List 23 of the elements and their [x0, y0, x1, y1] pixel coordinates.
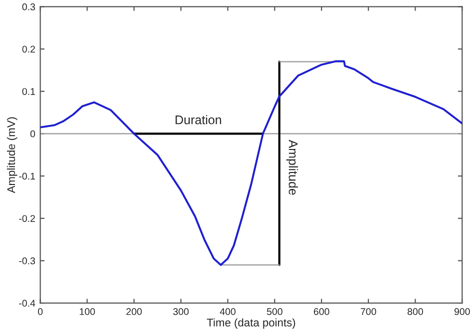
- y-tick-label: 0.3: [22, 3, 36, 10]
- x-tick-label: 500: [266, 308, 282, 316]
- line-series: [40, 60, 462, 266]
- y-tick-label: -0.1: [19, 172, 35, 180]
- x-tick-label: 300: [173, 308, 189, 316]
- y-axis-title: Amplitude (mV): [6, 117, 18, 194]
- annotation: Amplitude: [286, 140, 298, 195]
- x-tick-label: 100: [80, 308, 95, 316]
- x-tick-label: 900: [454, 308, 470, 316]
- y-tick-label: 0: [30, 130, 36, 138]
- x-tick-label: 600: [314, 308, 330, 316]
- y-tick-label: -0.2: [19, 215, 35, 222]
- y-tick-label: 0.2: [22, 46, 35, 53]
- y-tick-label: 0.1: [22, 88, 35, 95]
- y-tick-label: -0.3: [19, 257, 36, 264]
- y-tick-label: -0.4: [19, 300, 36, 307]
- x-tick-label: 200: [126, 308, 142, 316]
- annotation: Duration: [176, 115, 222, 124]
- x-axis-title: Time (data points): [206, 318, 296, 329]
- x-tick-label: 0: [38, 308, 43, 316]
- x-tick-label: 400: [220, 308, 236, 316]
- x-tick-label: 800: [408, 308, 424, 316]
- x-tick-label: 700: [360, 308, 376, 316]
